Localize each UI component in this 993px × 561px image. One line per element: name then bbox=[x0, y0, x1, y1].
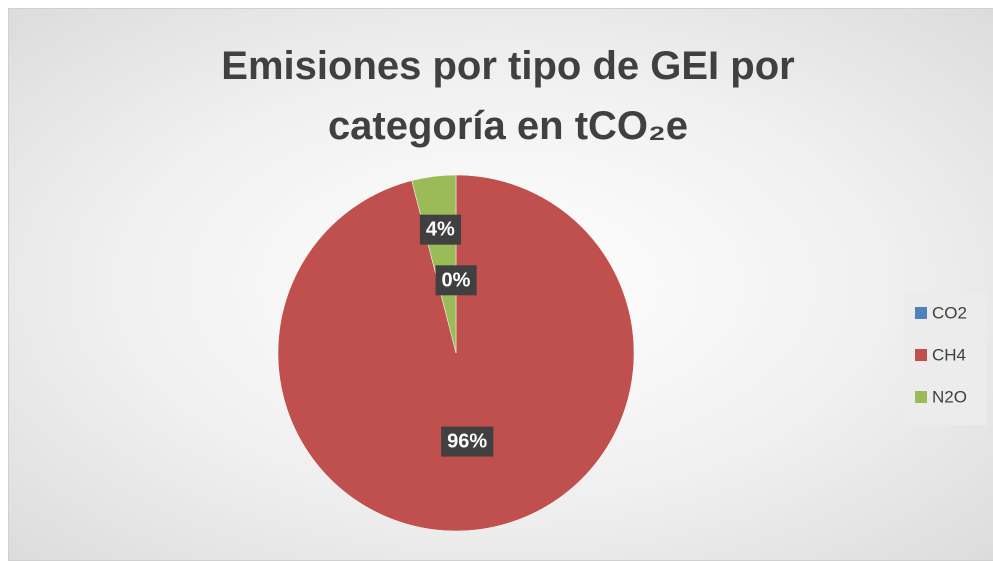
data-label-text: 0% bbox=[442, 269, 471, 291]
pie-slice bbox=[277, 174, 635, 532]
legend-label: CO2 bbox=[932, 303, 967, 322]
data-label: 4% bbox=[419, 214, 462, 245]
data-label-text: 4% bbox=[426, 219, 455, 241]
data-label-box bbox=[441, 426, 494, 457]
data-label-text: 96% bbox=[447, 431, 487, 453]
data-label-box bbox=[435, 265, 477, 296]
legend-swatch bbox=[915, 391, 927, 403]
data-label-box bbox=[419, 214, 462, 245]
data-label: 96% bbox=[441, 426, 494, 457]
legend-label: N2O bbox=[932, 387, 967, 406]
chart-title: Emisiones por tipo de GEI por categoría … bbox=[221, 44, 795, 148]
legend-label: CH4 bbox=[932, 345, 966, 364]
legend-swatch bbox=[915, 307, 927, 319]
legend-swatch bbox=[915, 349, 927, 361]
data-label: 0% bbox=[435, 265, 477, 296]
